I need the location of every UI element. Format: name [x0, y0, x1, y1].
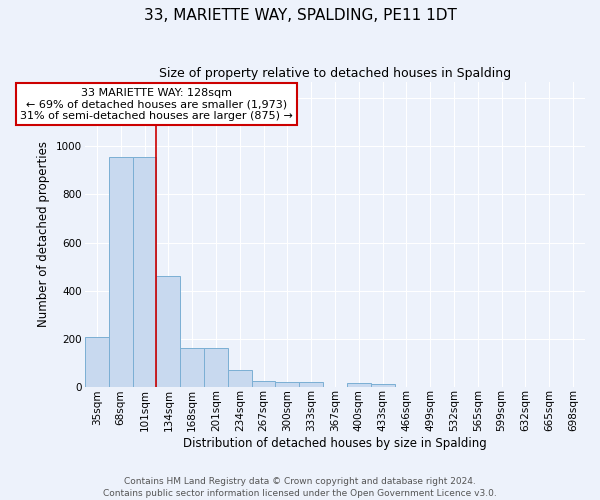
Text: 33 MARIETTE WAY: 128sqm
← 69% of detached houses are smaller (1,973)
31% of semi: 33 MARIETTE WAY: 128sqm ← 69% of detache… [20, 88, 293, 121]
Bar [371, 384, 395, 386]
Title: Size of property relative to detached houses in Spalding: Size of property relative to detached ho… [159, 68, 511, 80]
Bar [251, 380, 275, 386]
Bar [157, 276, 180, 386]
Bar [204, 348, 228, 387]
Bar [109, 158, 133, 386]
X-axis label: Distribution of detached houses by size in Spalding: Distribution of detached houses by size … [183, 437, 487, 450]
Bar [180, 348, 204, 387]
Bar [299, 382, 323, 386]
Text: Contains HM Land Registry data © Crown copyright and database right 2024.
Contai: Contains HM Land Registry data © Crown c… [103, 476, 497, 498]
Bar [133, 158, 157, 386]
Bar [85, 338, 109, 386]
Text: 33, MARIETTE WAY, SPALDING, PE11 1DT: 33, MARIETTE WAY, SPALDING, PE11 1DT [143, 8, 457, 22]
Bar [347, 383, 371, 386]
Bar [275, 382, 299, 386]
Bar [228, 370, 251, 386]
Y-axis label: Number of detached properties: Number of detached properties [37, 141, 50, 327]
